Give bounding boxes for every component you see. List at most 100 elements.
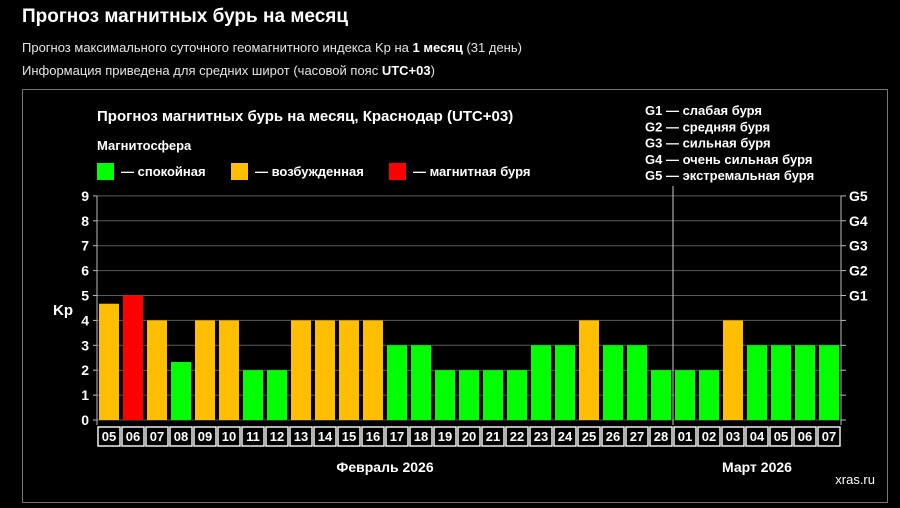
bar [819,345,839,420]
subtitle-timezone: Информация приведена для средних широт (… [22,63,435,78]
x-tick-label: 11 [246,429,260,444]
day-label-box [193,426,217,447]
y-tick-label: 2 [81,362,89,378]
legend-label-3: — магнитная буря [413,164,530,179]
legend-title: Магнитосфера [97,138,192,153]
day-label-box [121,426,145,447]
storm-scale-item: G4 — очень сильная буря [645,152,812,167]
bar [555,345,575,420]
kp-forecast-chart: Прогноз магнитных бурь на месяц, Краснод… [53,103,875,487]
x-tick-label: 07 [150,429,164,444]
subtitle-forecast-period: 1 месяц [412,40,463,55]
day-label-box [217,426,241,447]
y-tick-label: 7 [81,238,89,254]
x-tick-label: 05 [774,429,788,444]
y-tick-label: 9 [81,188,89,204]
x-tick-label: 20 [462,429,476,444]
day-label-box [289,426,313,447]
storm-level-label: G5 [849,188,868,204]
x-tick-label: 04 [750,429,765,444]
subtitle-forecast-suffix: (31 день) [462,40,522,55]
x-tick-label: 05 [102,429,116,444]
subtitle-forecast-prefix: Прогноз максимального суточного геомагни… [22,40,413,55]
storm-scale-item: G5 — экстремальная буря [645,168,814,183]
day-label-box [817,426,841,447]
y-tick-label: 1 [81,387,89,403]
storm-level-label: G1 [849,288,868,304]
storm-scale-item: G3 — сильная буря [645,136,771,151]
day-label-box [649,426,673,447]
x-tick-label: 10 [222,429,236,444]
bar [795,345,815,420]
legend-swatch-2 [231,163,248,180]
day-label-box [673,426,697,447]
y-tick-label: 5 [81,288,89,304]
day-label-box [505,426,529,447]
storm-scale-item: G2 — средняя буря [645,119,770,134]
day-label-box [97,426,121,447]
storm-level-label: G4 [849,213,868,229]
bar [675,370,695,420]
chart-title: Прогноз магнитных бурь на месяц, Краснод… [97,108,513,125]
x-tick-label: 03 [726,429,740,444]
y-tick-label: 3 [81,337,89,353]
bar [483,370,503,420]
day-label-box [169,426,193,447]
bar [363,320,383,420]
legend-label-2: — возбужденная [255,164,364,179]
x-tick-label: 12 [270,429,284,444]
bar [723,320,743,420]
day-label-box [577,426,601,447]
x-tick-label: 25 [582,429,596,444]
x-tick-label: 16 [366,429,380,444]
day-label-box [337,426,361,447]
bar [579,320,599,420]
x-tick-label: 09 [198,429,212,444]
legend-label-1: — спокойная [121,164,206,179]
bar [747,345,767,420]
x-tick-label: 18 [414,429,428,444]
x-tick-label: 26 [606,429,620,444]
x-tick-label: 15 [342,429,356,444]
x-tick-label: 23 [534,429,548,444]
x-tick-label: 19 [438,429,452,444]
day-label-box [241,426,265,447]
x-tick-label: 14 [318,429,333,444]
bar [171,361,191,420]
x-tick-label: 27 [630,429,644,444]
storm-scale-item: G1 — слабая буря [645,103,762,118]
y-tick-label: 8 [81,213,89,229]
bar [627,345,647,420]
bar [195,320,215,420]
y-tick-label: 4 [81,312,89,328]
bar [243,370,263,420]
bar [339,320,359,420]
bar [771,345,791,420]
day-label-box [697,426,721,447]
chart-panel: Прогноз магнитных бурь на месяц, Краснод… [22,89,888,503]
month-label: Февраль 2026 [336,459,433,475]
day-label-box [265,426,289,447]
subtitle-forecast: Прогноз максимального суточного геомагни… [22,40,522,55]
day-label-box [601,426,625,447]
x-tick-label: 17 [390,429,404,444]
day-label-box [313,426,337,447]
x-tick-label: 06 [126,429,140,444]
bar [219,320,239,420]
day-label-box [793,426,817,447]
y-tick-label: 0 [81,412,89,428]
day-label-box [553,426,577,447]
x-tick-label: 28 [654,429,668,444]
x-tick-label: 22 [510,429,524,444]
x-tick-label: 13 [294,429,308,444]
day-label-box [481,426,505,447]
month-label: Март 2026 [722,459,792,475]
storm-level-label: G2 [849,263,868,279]
day-label-box [409,426,433,447]
bar [99,303,119,420]
y-axis-label: Kp [53,302,73,319]
page-title: Прогноз магнитных бурь на месяц [22,6,349,27]
bar [531,345,551,420]
day-label-box [385,426,409,447]
day-label-box [457,426,481,447]
